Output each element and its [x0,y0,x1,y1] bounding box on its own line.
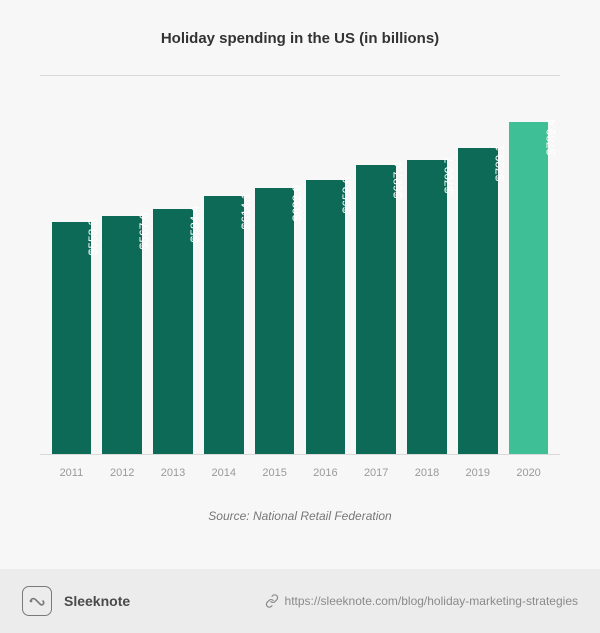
bar-column: $700.7 [402,76,453,454]
source-text: Source: National Retail Federation [40,509,560,523]
bar-column: $553.3 [46,76,97,454]
bar: $632.9 [255,188,295,454]
x-tick: 2016 [300,467,351,479]
x-axis: 2011201220132014201520162017201820192020 [40,467,560,479]
chart-title: Holiday spending in the US (in billions) [40,30,560,47]
source-link-text: https://sleeknote.com/blog/holiday-marke… [285,594,578,608]
x-tick: 2018 [402,467,453,479]
x-tick: 2013 [148,467,199,479]
x-tick: 2017 [351,467,402,479]
bar: $652.6 [306,180,346,454]
bar: $687.4 [356,165,396,454]
bar-column: $729.1 [452,76,503,454]
bar: $700.7 [407,160,447,454]
x-tick: 2014 [198,467,249,479]
bar-column: $567.6 [97,76,148,454]
bar-column: $652.6 [300,76,351,454]
x-tick: 2019 [452,467,503,479]
footer: Sleeknote https://sleeknote.com/blog/hol… [0,569,600,633]
x-tick: 2011 [46,467,97,479]
bar-column: $614.1 [198,76,249,454]
bar-column: $632.9 [249,76,300,454]
source-link[interactable]: https://sleeknote.com/blog/holiday-marke… [265,594,578,608]
x-tick: 2020 [503,467,554,479]
bar: $584.4 [153,209,193,454]
bar-column: $789.4 [503,76,554,454]
bar: $789.4 [509,122,549,454]
bar-column: $584.4 [148,76,199,454]
bar: $729.1 [458,148,498,454]
bar: $614.1 [204,196,244,454]
bar: $553.3 [52,222,92,454]
link-icon [265,594,279,608]
x-tick: 2015 [249,467,300,479]
x-tick: 2012 [97,467,148,479]
brand-name: Sleeknote [64,593,130,609]
chart-card: Holiday spending in the US (in billions)… [0,0,600,633]
brand-logo-icon [22,586,52,616]
bar-column: $687.4 [351,76,402,454]
bar: $567.6 [102,216,142,454]
chart-area: Holiday spending in the US (in billions)… [0,0,600,569]
bar-plot: $553.3$567.6 $584.4 $614.1 $632.9 $652.6$687… [40,75,560,455]
